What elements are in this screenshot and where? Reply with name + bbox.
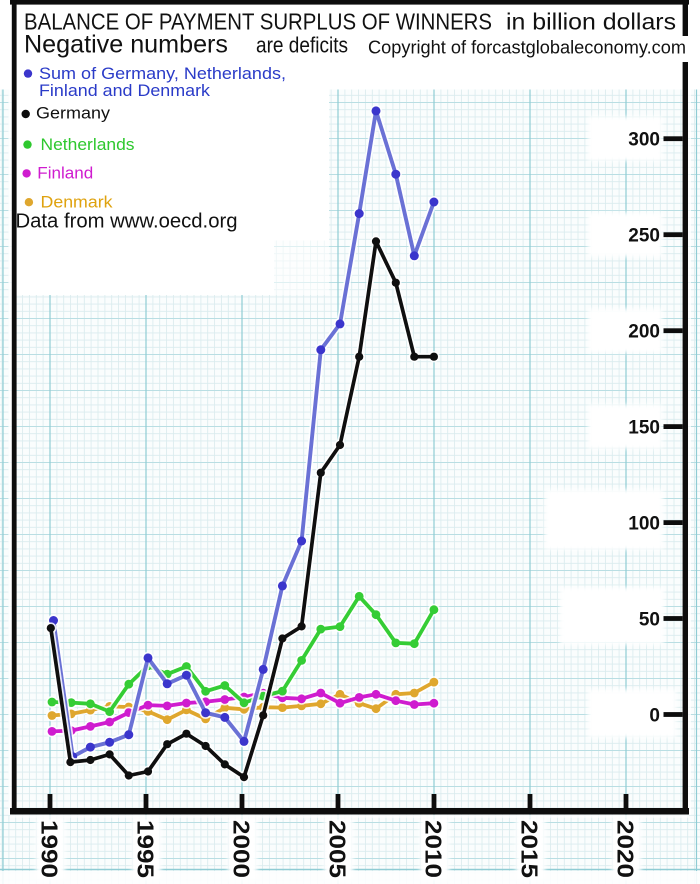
- svg-text:0: 0: [649, 705, 660, 726]
- svg-text:2010: 2010: [421, 820, 447, 878]
- svg-text:in billion dollars: in billion dollars: [506, 9, 676, 35]
- svg-text:Germany: Germany: [36, 105, 111, 123]
- svg-text:150: 150: [628, 418, 660, 439]
- svg-text:2020: 2020: [613, 820, 639, 878]
- svg-text:2000: 2000: [229, 820, 255, 878]
- svg-text:Denmark: Denmark: [41, 194, 114, 212]
- svg-text:Negative numbers: Negative numbers: [24, 31, 228, 59]
- svg-text:Finland: Finland: [37, 165, 93, 183]
- svg-text:are deficits: are deficits: [256, 33, 348, 58]
- svg-text:Copyright of forcastglobalecon: Copyright of forcastglobaleconomy.com: [368, 37, 686, 58]
- svg-text:2005: 2005: [325, 820, 351, 878]
- svg-text:250: 250: [628, 226, 660, 247]
- svg-text:200: 200: [628, 322, 660, 343]
- svg-text:BALANCE OF PAYMENT SURPLUS OF: BALANCE OF PAYMENT SURPLUS OF WINNERS: [24, 9, 492, 35]
- svg-text:Netherlands: Netherlands: [41, 136, 135, 154]
- svg-text:Finland and Denmark: Finland and Denmark: [39, 82, 211, 100]
- svg-text:Sum of Germany, Netherlands,: Sum of Germany, Netherlands,: [39, 65, 286, 83]
- svg-text:2015: 2015: [517, 820, 543, 878]
- svg-text:50: 50: [639, 609, 660, 630]
- svg-text:300: 300: [628, 130, 660, 151]
- svg-text:1990: 1990: [37, 820, 63, 878]
- svg-text:100: 100: [628, 514, 660, 535]
- svg-text:1995: 1995: [133, 820, 159, 878]
- svg-text:Data from www.oecd.org: Data from www.oecd.org: [16, 210, 238, 233]
